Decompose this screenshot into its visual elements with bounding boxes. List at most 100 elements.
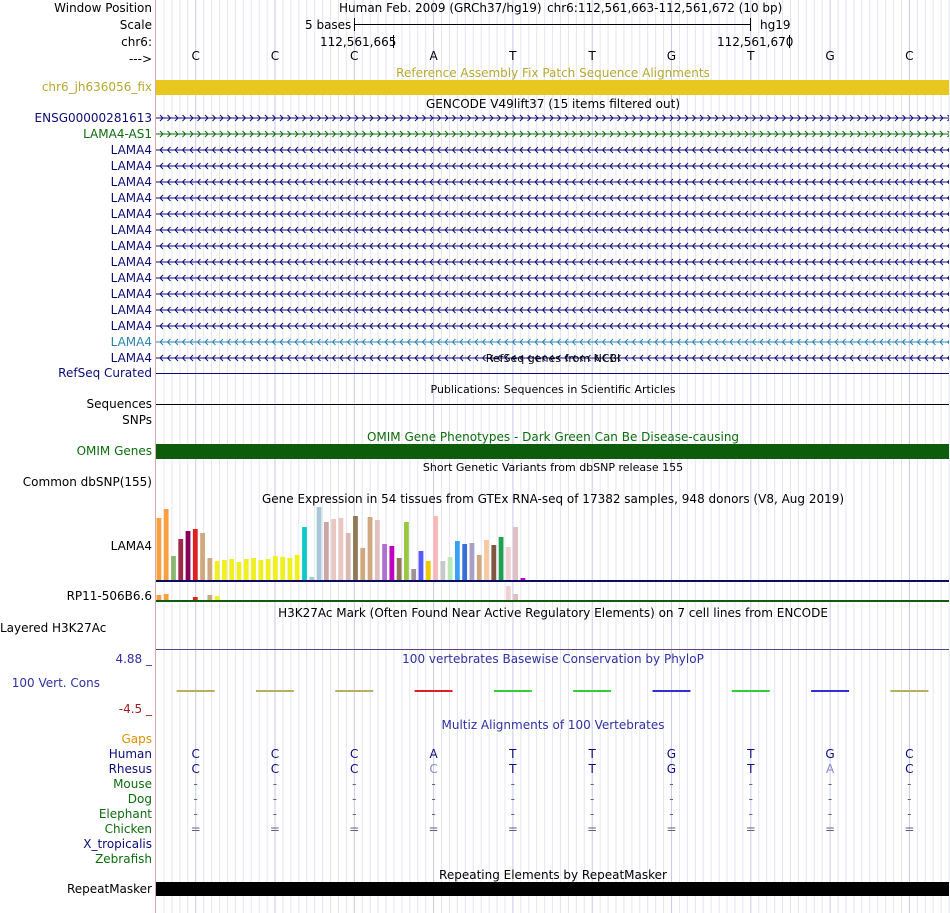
snps-label[interactable]: SNPs	[122, 413, 152, 427]
gtex-tissue-bar[interactable]	[323, 522, 329, 580]
gencode-gene-label[interactable]: LAMA4	[110, 207, 152, 221]
gencode-gene-line[interactable]	[156, 127, 949, 141]
gtex-tissue-bar[interactable]	[200, 533, 205, 580]
gtex-tissue-bar[interactable]	[251, 558, 256, 580]
fix-patch-title[interactable]: Reference Assembly Fix Patch Sequence Al…	[396, 66, 710, 80]
publications-title[interactable]: Publications: Sequences in Scientific Ar…	[430, 383, 676, 396]
gencode-gene-label[interactable]: ENSG00000281613	[34, 111, 152, 125]
multiz-species-label[interactable]: X_tropicalis	[83, 837, 152, 851]
gtex-tissue-bar[interactable]	[411, 569, 417, 580]
gtex-tissue-bar[interactable]	[418, 551, 424, 580]
dbsnp-label[interactable]: Common dbSNP(155)	[22, 475, 152, 489]
gencode-gene-line[interactable]	[156, 239, 949, 253]
gencode-gene-label[interactable]: LAMA4	[110, 223, 152, 237]
gtex-tissue-bar[interactable]	[178, 539, 184, 580]
gencode-gene-line[interactable]	[156, 191, 949, 205]
gtex-tissue-bar[interactable]	[243, 559, 249, 580]
gtex-tissue-bar[interactable]	[207, 595, 213, 600]
multiz-species-label[interactable]: Dog	[127, 792, 152, 806]
omim-label[interactable]: OMIM Genes	[76, 444, 152, 458]
gtex-tissue-bar[interactable]	[404, 522, 409, 580]
gtex-tissue-bar[interactable]	[192, 597, 198, 600]
gencode-gene-line[interactable]	[156, 319, 949, 333]
gencode-gene-label[interactable]: LAMA4	[110, 335, 152, 349]
gtex-tissue-bar[interactable]	[156, 595, 162, 600]
gtex-title[interactable]: Gene Expression in 54 tissues from GTEx …	[261, 492, 845, 506]
h3k27ac-title[interactable]: H3K27Ac Mark (Often Found Near Active Re…	[278, 606, 828, 620]
gtex-tissue-bar[interactable]	[207, 558, 213, 580]
gtex-tissue-bar[interactable]	[447, 557, 453, 580]
gencode-gene-label[interactable]: LAMA4	[110, 255, 152, 269]
gtex-tissue-bar[interactable]	[265, 559, 271, 580]
gtex-tissue-bar[interactable]	[484, 540, 489, 580]
repeatmasker-label[interactable]: RepeatMasker	[66, 882, 152, 896]
multiz-species-label[interactable]: Rhesus	[108, 762, 152, 776]
phylop-title[interactable]: 100 vertebrates Basewise Conservation by…	[402, 652, 704, 666]
gtex-tissue-bar[interactable]	[185, 531, 191, 580]
gtex-tissue-bar[interactable]	[236, 562, 242, 580]
gtex-tissue-bar[interactable]	[294, 555, 300, 580]
gencode-title[interactable]: GENCODE V49lift37 (15 items filtered out…	[425, 97, 680, 111]
gtex-tissue-bar[interactable]	[345, 533, 351, 580]
omim-bar[interactable]	[156, 444, 949, 459]
gtex-tissue-bar[interactable]	[440, 561, 446, 580]
gtex-tissue-bar[interactable]	[454, 541, 460, 580]
gtex-tissue-bar[interactable]	[513, 594, 519, 600]
gtex-tissue-bar[interactable]	[280, 557, 286, 580]
gtex-tissue-bar[interactable]	[163, 509, 169, 580]
gtex-tissue-bar[interactable]	[302, 527, 307, 580]
multiz-gaps-label[interactable]: Gaps	[121, 732, 152, 746]
gtex-tissue-bar[interactable]	[171, 556, 176, 580]
fix-patch-label[interactable]: chr6_jh636056_fix	[41, 80, 152, 94]
gencode-gene-line[interactable]	[156, 303, 949, 317]
gencode-gene-line[interactable]	[156, 271, 949, 285]
phylop-chart[interactable]	[156, 682, 949, 706]
gencode-gene-label[interactable]: LAMA4	[110, 191, 152, 205]
gtex-tissue-bar[interactable]	[505, 586, 511, 600]
gtex-tissue-bar[interactable]	[520, 578, 526, 580]
refseq-title[interactable]: RefSeq genes from NCBI	[485, 352, 621, 365]
gtex-tissue-bar[interactable]	[367, 517, 373, 580]
gtex-tissue-bar[interactable]	[469, 543, 475, 580]
gencode-gene-label[interactable]: LAMA4	[110, 143, 152, 157]
multiz-species-label[interactable]: Elephant	[98, 807, 152, 821]
gtex-tissue-bar[interactable]	[229, 559, 235, 580]
gencode-gene-line[interactable]	[156, 175, 949, 189]
gtex-tissue-bar[interactable]	[462, 544, 468, 580]
gtex-gene2-label[interactable]: RP11-506B6.6	[66, 589, 152, 603]
gtex-tissue-bar[interactable]	[498, 537, 504, 580]
fix-patch-bar[interactable]	[156, 80, 949, 95]
gtex-tissue-bar[interactable]	[389, 546, 395, 580]
gtex-tissue-bar[interactable]	[214, 561, 220, 580]
gtex-tissue-bar[interactable]	[382, 544, 387, 580]
multiz-species-label[interactable]: Human	[108, 747, 152, 761]
gtex-tissue-bar[interactable]	[258, 560, 264, 580]
gtex-tissue-bar[interactable]	[331, 519, 337, 580]
gtex-tissue-bar[interactable]	[396, 558, 402, 580]
gencode-gene-line[interactable]	[156, 143, 949, 157]
gencode-gene-line[interactable]	[156, 287, 949, 301]
gtex-tissue-bar[interactable]	[222, 560, 227, 580]
gencode-gene-line[interactable]	[156, 335, 949, 349]
gtex-gene2-chart[interactable]	[156, 584, 949, 602]
gtex-tissue-bar[interactable]	[338, 518, 344, 580]
gtex-tissue-bar[interactable]	[360, 548, 366, 580]
gtex-tissue-bar[interactable]	[476, 555, 482, 580]
publications-label[interactable]: Sequences	[86, 397, 152, 411]
gtex-tissue-bar[interactable]	[272, 556, 278, 580]
gencode-gene-label[interactable]: LAMA4-AS1	[83, 127, 152, 141]
refseq-label[interactable]: RefSeq Curated	[58, 366, 152, 380]
gtex-tissue-bar[interactable]	[192, 529, 198, 580]
omim-title[interactable]: OMIM Gene Phenotypes - Dark Green Can Be…	[366, 430, 740, 444]
gencode-gene-line[interactable]	[156, 159, 949, 173]
gtex-tissue-bar[interactable]	[287, 558, 293, 580]
h3k27ac-label[interactable]: Layered H3K27Ac	[0, 621, 107, 635]
repeatmasker-title[interactable]: Repeating Elements by RepeatMasker	[439, 868, 667, 882]
gtex-tissue-bar[interactable]	[374, 520, 380, 580]
gencode-gene-label[interactable]: LAMA4	[110, 351, 152, 365]
gtex-tissue-bar[interactable]	[505, 547, 511, 580]
repeatmasker-bar[interactable]	[156, 882, 949, 896]
multiz-title[interactable]: Multiz Alignments of 100 Vertebrates	[441, 718, 665, 732]
gtex-tissue-bar[interactable]	[425, 561, 431, 580]
gtex-tissue-bar[interactable]	[433, 516, 438, 580]
